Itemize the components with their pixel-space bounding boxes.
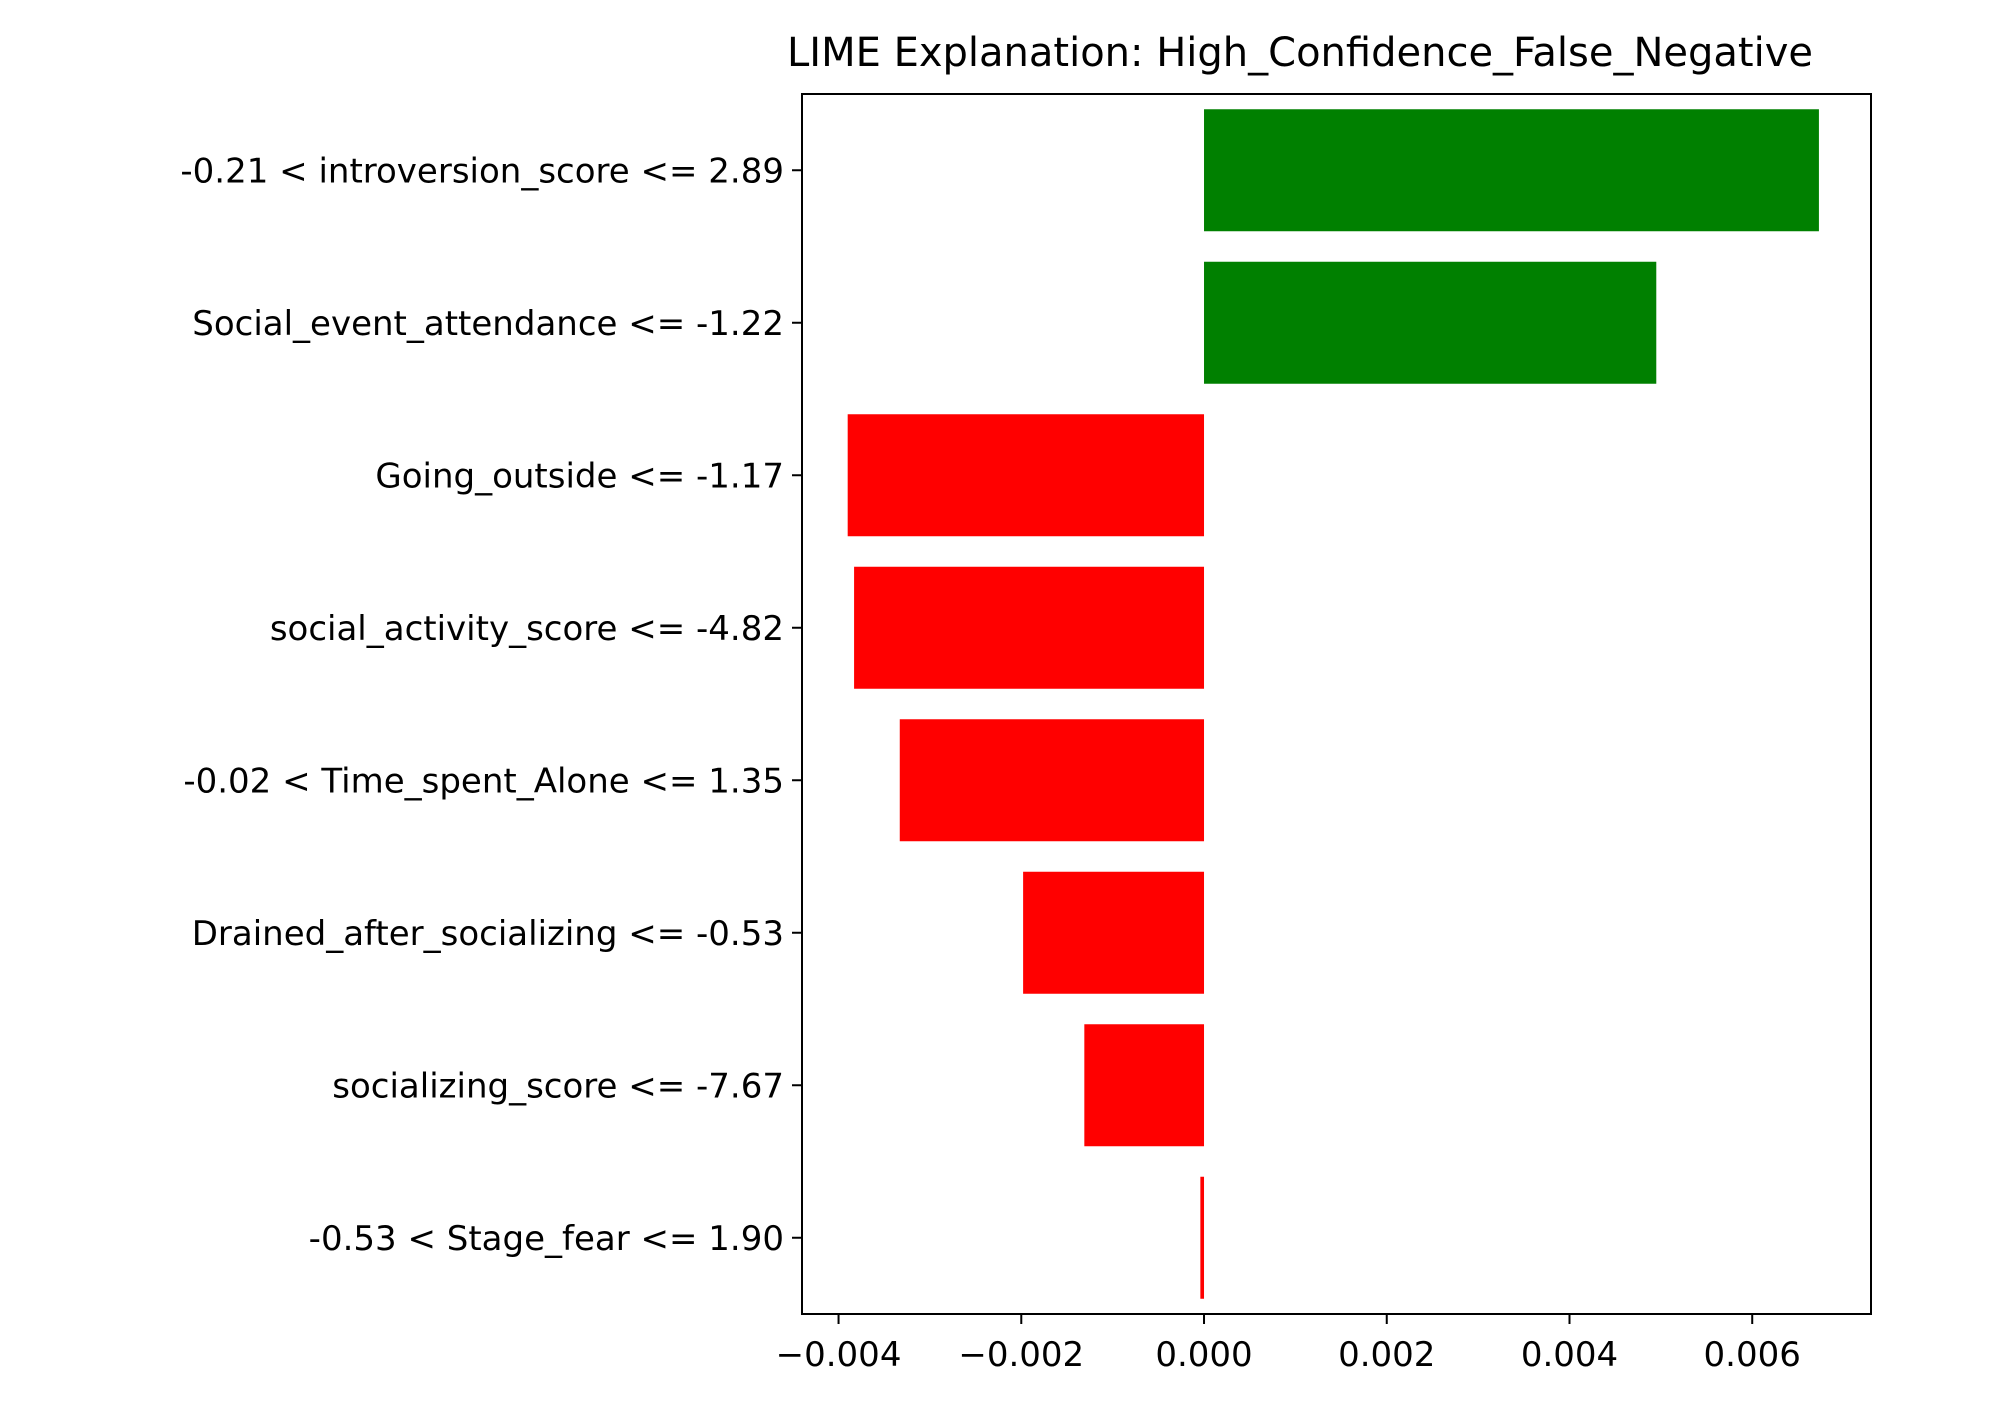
bar-0: [1204, 109, 1819, 232]
x-tick-label: −0.002: [958, 1335, 1084, 1375]
y-tick-label: -0.21 < introversion_score <= 2.89: [180, 151, 784, 191]
x-tick-label: 0.000: [1155, 1335, 1252, 1375]
plot-frame: [801, 93, 1872, 1315]
y-tick-label: Social_event_attendance <= -1.22: [192, 304, 784, 344]
y-tick-label: social_activity_score <= -4.82: [270, 609, 784, 649]
y-tick-label: Drained_after_socializing <= -0.53: [192, 914, 784, 954]
x-tick-label: −0.004: [776, 1335, 902, 1375]
x-tick-label: 0.002: [1338, 1335, 1435, 1375]
bar-2: [847, 414, 1205, 537]
bar-5: [1023, 871, 1205, 994]
x-tick-label: 0.006: [1704, 1335, 1801, 1375]
y-tick-label: -0.53 < Stage_fear <= 1.90: [309, 1219, 784, 1259]
y-axis: -0.21 < introversion_score <= 2.89 Social…: [180, 151, 802, 1259]
y-tick-label: -0.02 < Time_spent_Alone <= 1.35: [183, 761, 784, 801]
x-tick-label: 0.004: [1521, 1335, 1618, 1375]
y-tick-label: Going_outside <= -1.17: [375, 456, 784, 496]
bar-3: [854, 566, 1205, 689]
x-axis: −0.004 −0.002 0.000 0.002 0.004 0.006: [776, 1314, 1801, 1375]
bar-6: [1084, 1024, 1205, 1147]
bar-4: [899, 719, 1205, 842]
y-tick-label: socializing_score <= -7.67: [332, 1066, 784, 1106]
bars-group: [847, 109, 1819, 1299]
bar-7: [1200, 1176, 1205, 1299]
bar-1: [1204, 261, 1657, 384]
chart-title: LIME Explanation: High_Confidence_False_…: [787, 30, 1813, 76]
